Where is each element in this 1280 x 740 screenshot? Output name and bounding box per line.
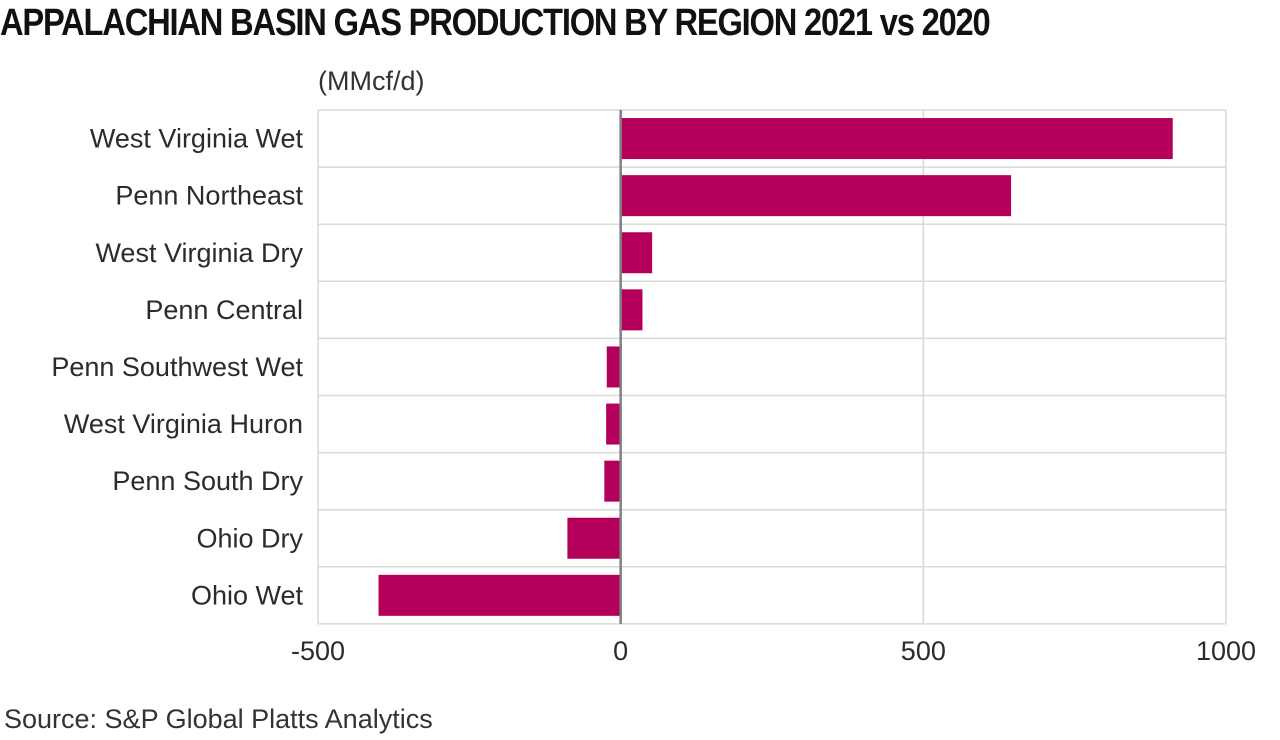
x-tick-label: -500: [291, 636, 345, 666]
category-label: Ohio Dry: [196, 523, 303, 553]
category-label: Penn Northeast: [115, 181, 303, 211]
category-label: West Virginia Dry: [95, 238, 303, 268]
chart-title: APPALACHIAN BASIN GAS PRODUCTION BY REGI…: [0, 2, 991, 44]
bar: [604, 460, 621, 502]
bar: [620, 232, 653, 274]
x-tick-label: 500: [901, 636, 946, 666]
category-label: West Virginia Wet: [90, 124, 304, 154]
unit-label: (MMcf/d): [318, 66, 425, 96]
category-label: Penn Central: [145, 295, 303, 325]
bar: [606, 346, 621, 388]
bar: [567, 517, 621, 559]
bar-chart: West Virginia Wet Penn Northeast West Virg…: [51, 109, 1256, 666]
category-label: Penn Southwest Wet: [51, 352, 303, 382]
bar: [378, 574, 621, 616]
x-tick-label: 0: [613, 636, 628, 666]
category-label: Ohio Wet: [191, 580, 304, 610]
source-note: Source: S&P Global Platts Analytics: [4, 704, 433, 734]
bar: [620, 175, 1012, 217]
category-label: Penn South Dry: [112, 466, 303, 496]
bar: [620, 289, 643, 331]
category-label: West Virginia Huron: [64, 409, 303, 439]
bar: [606, 403, 621, 445]
x-tick-label: 1000: [1196, 636, 1256, 666]
bar: [620, 118, 1173, 160]
